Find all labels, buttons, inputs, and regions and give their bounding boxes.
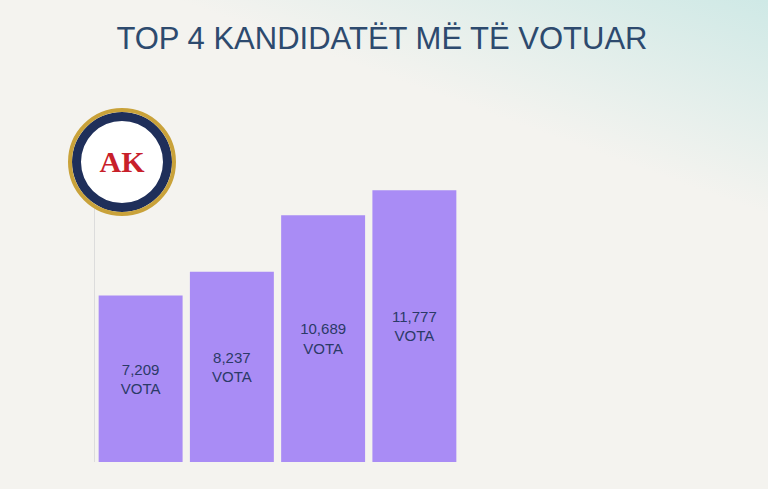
html-text:AK: AK — [99, 145, 145, 178]
svg-text:11,777VOTA: 11,777VOTA — [392, 308, 437, 345]
svg-text:10,689VOTA: 10,689VOTA — [300, 320, 346, 357]
svg-text:7,209VOTA: 7,209VOTA — [121, 361, 161, 398]
svg-text:TOP 4 KANDIDATËT MË TË VOTUAR: TOP 4 KANDIDATËT MË TË VOTUAR — [116, 21, 647, 56]
svg-text:8,237VOTA: 8,237VOTA — [212, 349, 252, 386]
